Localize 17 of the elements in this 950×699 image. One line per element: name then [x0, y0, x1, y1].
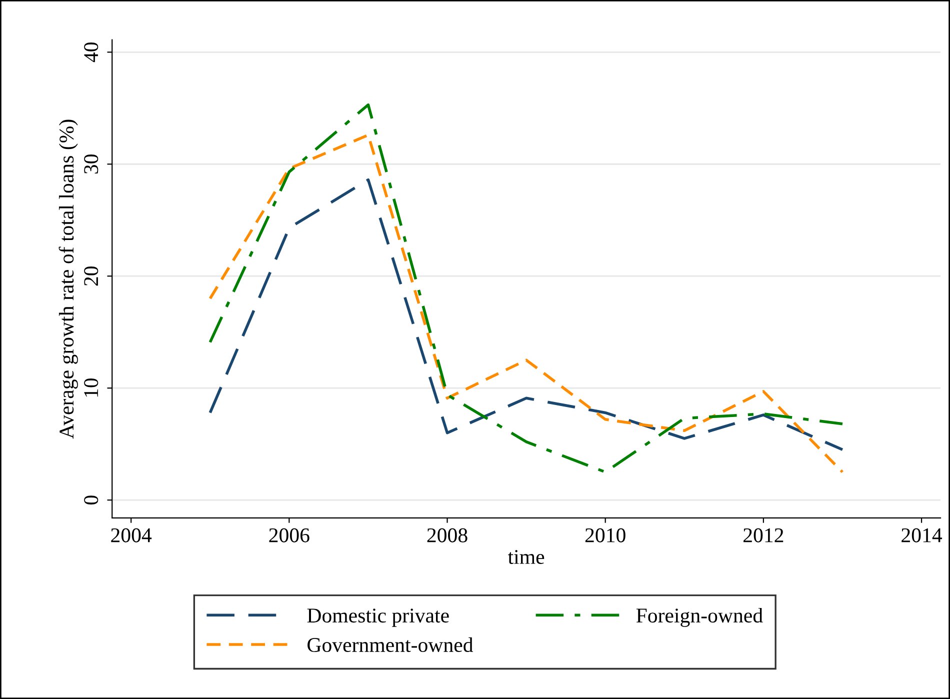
y-tick-label: 20 — [84, 266, 98, 286]
legend-label: Domestic private — [307, 608, 449, 627]
y-tick-label: 10 — [84, 378, 98, 397]
y-axis-title: Average growth rate of total loans (%) — [58, 120, 78, 439]
line-series — [208, 178, 844, 452]
x-axis-title: time — [508, 550, 544, 564]
x-tick-label: 2012 — [744, 528, 784, 542]
x-tick-label: 2008 — [427, 528, 468, 542]
x-tick-label: 2004 — [111, 528, 152, 542]
y-tick-label: 30 — [84, 154, 98, 174]
x-tick-label: 2014 — [902, 528, 942, 542]
x-tick-label: 2010 — [585, 528, 626, 542]
x-tick-label: 2006 — [269, 528, 310, 542]
legend-label: Foreign-owned — [636, 608, 763, 627]
y-tick-label: 40 — [84, 42, 98, 62]
y-tick-label: 0 — [84, 496, 98, 504]
legend-label: Government-owned — [308, 637, 474, 652]
